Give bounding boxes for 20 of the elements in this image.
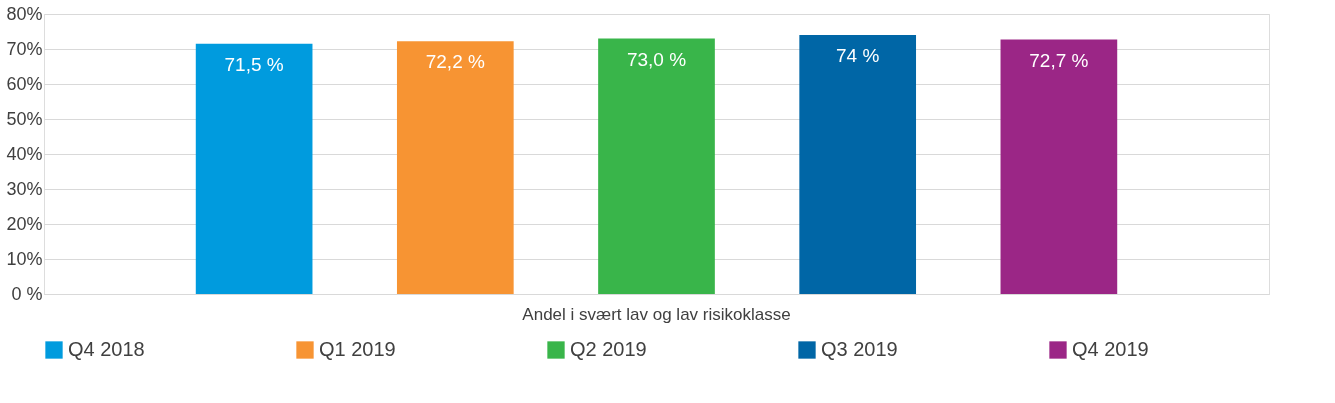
y-tick-label: 60% — [6, 73, 43, 94]
data-label: 71,5 % — [224, 53, 284, 75]
y-tick-label: 20% — [6, 213, 43, 234]
data-label: 72,2 % — [425, 51, 485, 73]
y-tick-label: 0 % — [11, 283, 43, 304]
x-tick-label: Andel i svært lav og lav risikoklasse — [522, 304, 791, 324]
legend-label: Q4 2018 — [68, 338, 145, 360]
legend-label: Q1 2019 — [319, 338, 396, 360]
legend-label: Q3 2019 — [821, 338, 898, 360]
y-tick-label: 50% — [6, 108, 43, 129]
data-label: 74 % — [836, 45, 880, 66]
y-tick-label: 70% — [6, 38, 43, 59]
legend-label: Q2 2019 — [570, 338, 647, 360]
data-label: 72,7 % — [1029, 49, 1089, 71]
y-tick-label: 10% — [6, 248, 43, 269]
y-tick-label: 80% — [6, 3, 43, 24]
data-label: 73,0 % — [626, 48, 687, 70]
y-tick-label: 40% — [6, 143, 43, 164]
y-tick-label: 30% — [6, 178, 43, 199]
legend-label: Q4 2019 — [1072, 338, 1149, 360]
